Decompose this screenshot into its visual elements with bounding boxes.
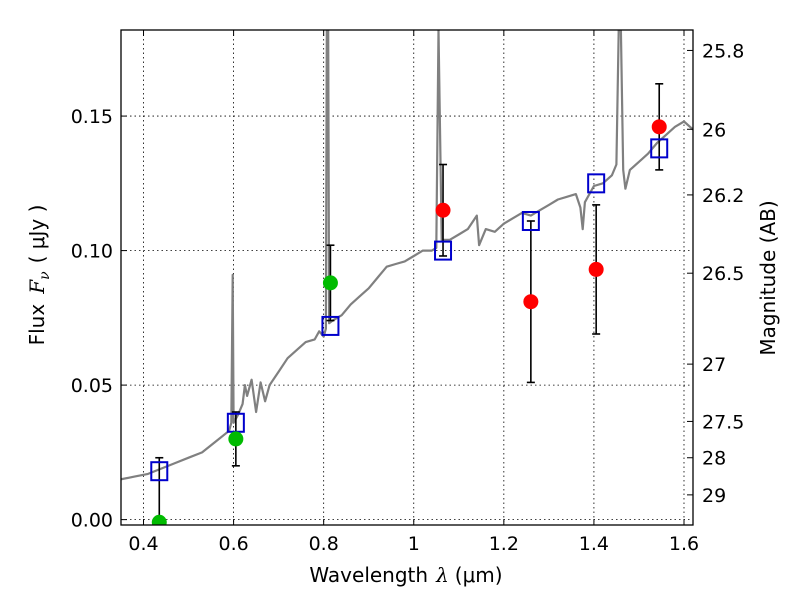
green-data-point	[151, 514, 167, 525]
y-tick-label: 0.05	[71, 375, 113, 397]
y2-tick-label: 25.8	[702, 40, 744, 62]
x-tick-label: 0.4	[128, 533, 158, 555]
y2-axis-label: Magnitude (AB)	[756, 200, 780, 355]
detections-layer	[151, 119, 667, 525]
model-square	[434, 240, 453, 261]
plot-frame	[120, 29, 694, 526]
spectrum-layer	[121, 30, 693, 481]
y2-tick-label: 26.2	[702, 185, 744, 207]
y-tick-label: 0.00	[71, 510, 113, 532]
y2-tick-label: 27	[702, 354, 726, 376]
spectrum-line	[121, 30, 693, 481]
x-tick-label: 1	[408, 533, 420, 555]
model-square	[587, 173, 606, 194]
y2-tick-label: 29	[702, 485, 726, 507]
model-square	[321, 315, 340, 336]
y-tick-label: 0.15	[71, 106, 113, 128]
red-data-point	[523, 294, 539, 310]
y-axis-ticks: 0.00 0.05 0.10 0.15	[71, 106, 127, 532]
red-data-point	[651, 119, 667, 135]
model-square	[150, 461, 169, 482]
model-square	[650, 138, 669, 159]
y2-tick-label: 26	[702, 119, 726, 141]
model-squares-layer	[150, 138, 669, 482]
y2-tick-label: 26.5	[702, 263, 744, 285]
x-axis-ticks: 0.4 0.6 0.8 1 1.2 1.4 1.6	[128, 30, 699, 555]
y-axis-label: FluxFν( μJy )	[25, 205, 53, 346]
y2-tick-label: 27.5	[702, 411, 744, 433]
x-tick-label: 0.8	[309, 533, 339, 555]
red-data-point	[435, 202, 451, 218]
y2-axis-ticks: 25.8 26 26.2 26.5 27 27.5 28 29	[687, 40, 744, 507]
green-data-point	[322, 275, 338, 291]
y2-tick-label: 28	[702, 448, 726, 470]
x-tick-label: 1.6	[669, 533, 699, 555]
x-axis-label: Wavelength λ (μm)	[309, 563, 502, 587]
y-tick-label: 0.10	[71, 241, 113, 263]
model-square	[521, 211, 540, 232]
x-tick-label: 1.4	[579, 533, 609, 555]
x-tick-label: 1.2	[489, 533, 519, 555]
red-data-point	[588, 261, 604, 277]
grid-lines	[121, 30, 693, 525]
green-data-point	[228, 431, 244, 447]
x-tick-label: 0.6	[218, 533, 248, 555]
